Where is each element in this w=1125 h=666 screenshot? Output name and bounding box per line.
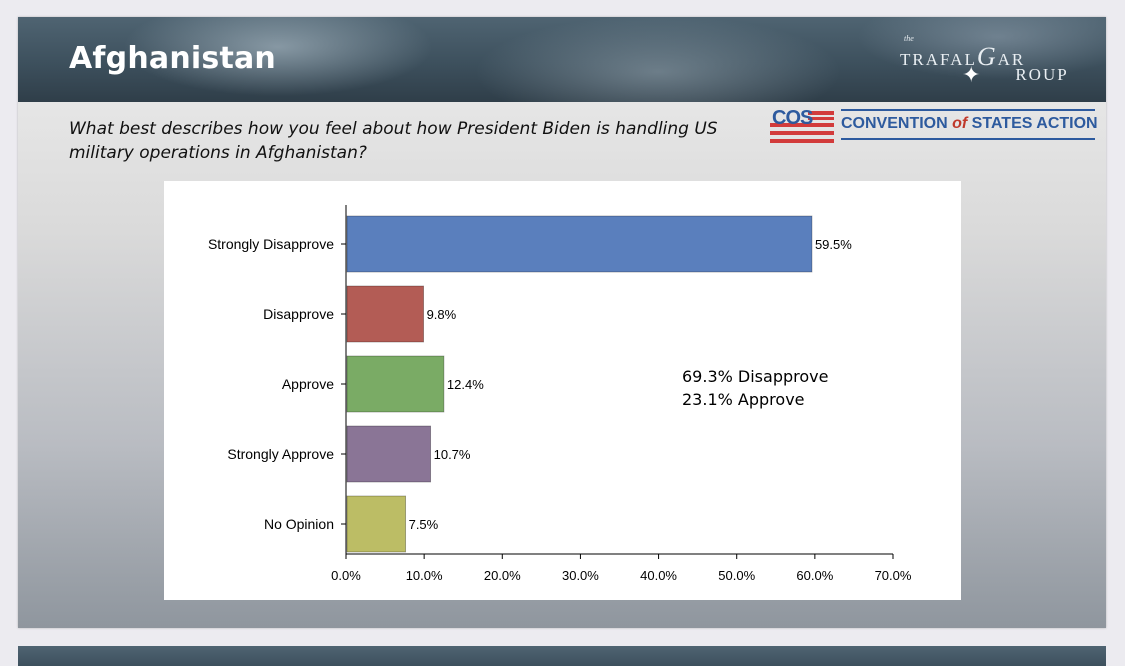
- cos-line-top: [841, 109, 1095, 111]
- category-label: Approve: [282, 376, 334, 392]
- next-slide-edge: [18, 646, 1106, 666]
- compass-icon: ✦: [962, 62, 981, 87]
- x-tick-label: 30.0%: [562, 568, 599, 583]
- category-label: Strongly Disapprove: [208, 236, 334, 252]
- bar: [346, 285, 424, 343]
- x-tick-label: 10.0%: [406, 568, 443, 583]
- flag-stripes-icon: [770, 111, 834, 143]
- category-label: No Opinion: [264, 516, 334, 532]
- bar-value-label: 7.5%: [409, 517, 439, 532]
- category-label: Strongly Approve: [227, 446, 334, 462]
- title-banner: Afghanistan the TRAFALGAR GROUP ✦: [18, 17, 1106, 102]
- convention-of-states-logo: COS CONVENTION of STATES ACTION: [770, 107, 1100, 147]
- x-tick-label: 0.0%: [331, 568, 361, 583]
- bar-value-label: 12.4%: [447, 377, 484, 392]
- x-tick-label: 40.0%: [640, 568, 677, 583]
- category-label: Disapprove: [263, 306, 334, 322]
- cos-line-bottom: [841, 138, 1095, 140]
- bar-value-label: 59.5%: [815, 237, 852, 252]
- survey-question: What best describes how you feel about h…: [69, 119, 718, 163]
- trafalgar-group-logo: the TRAFALGAR GROUP ✦: [900, 32, 1067, 92]
- summary-note: 69.3% Disapprove 23.1% Approve: [682, 365, 828, 411]
- bar: [346, 495, 407, 553]
- x-tick-label: 70.0%: [875, 568, 912, 583]
- cos-abbr: COS: [772, 107, 813, 129]
- slide-title: Afghanistan: [69, 41, 276, 76]
- slide: Afghanistan the TRAFALGAR GROUP ✦ What b…: [18, 17, 1106, 628]
- bar-value-label: 10.7%: [434, 447, 471, 462]
- bar-value-label: 9.8%: [427, 307, 457, 322]
- cos-name: CONVENTION of STATES ACTION: [841, 115, 1098, 132]
- trafalgar-logo-the: the: [904, 34, 914, 43]
- x-tick-label: 60.0%: [796, 568, 833, 583]
- x-tick-label: 20.0%: [484, 568, 521, 583]
- bar: [346, 355, 445, 413]
- x-tick-label: 50.0%: [718, 568, 755, 583]
- summary-approve: 23.1% Approve: [682, 390, 805, 409]
- bar-chart: 0.0% 10.0% 20.0% 30.0% 40.0% 50.0% 60.0% 70.0% S…: [208, 205, 912, 583]
- bar: [346, 425, 432, 483]
- bar-chart-panel: 0.0% 10.0% 20.0% 30.0% 40.0% 50.0% 60.0% 70.0% S…: [164, 181, 961, 600]
- summary-disapprove: 69.3% Disapprove: [682, 367, 829, 386]
- trafalgar-logo-word: TRAFALGAR: [900, 42, 1026, 71]
- bar: [346, 215, 813, 273]
- trafalgar-logo-group: GROUP: [1015, 65, 1069, 84]
